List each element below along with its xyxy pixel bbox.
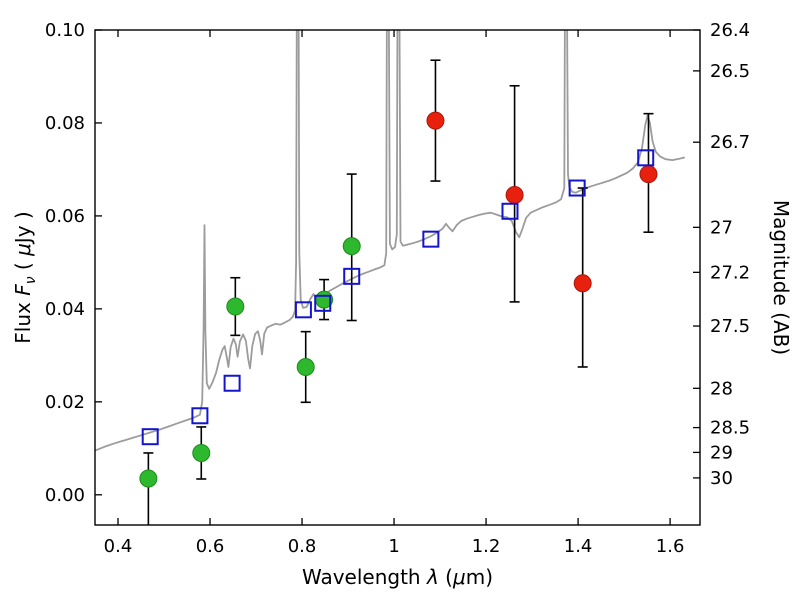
y-axis-tick-label-right: 27.2 xyxy=(710,262,750,283)
y-axis-tick-label-right: 26.4 xyxy=(710,20,750,41)
x-axis-tick-label: 1.6 xyxy=(656,536,685,557)
observed-photometry-infrared-point xyxy=(426,111,445,130)
observed-photometry-optical-point xyxy=(139,469,158,488)
y-axis-label-left: Flux Fν ( μJy ) xyxy=(11,211,39,343)
y-axis-tick-label-left: 0.08 xyxy=(45,113,85,134)
y-axis-tick-label-right: 30 xyxy=(710,468,733,489)
model-photometry-point xyxy=(223,374,241,392)
x-axis-tick-label: 0.6 xyxy=(196,536,225,557)
y-axis-tick-label-right: 27.5 xyxy=(710,316,750,337)
plot-border xyxy=(94,29,701,526)
model-spectrum-line xyxy=(95,30,686,452)
model-photometry-point xyxy=(637,149,655,167)
x-axis-label: Wavelength λ (μm) xyxy=(302,565,493,589)
observed-photometry-optical-point xyxy=(296,357,315,376)
observed-photometry-infrared-point xyxy=(639,165,658,184)
x-axis-tick-label: 0.8 xyxy=(288,536,317,557)
y-axis-tick-label-left: 0.06 xyxy=(45,206,85,227)
y-axis-tick-label-right: 27 xyxy=(710,217,733,238)
observed-photometry-infrared-point xyxy=(573,274,592,293)
y-axis-tick-label-right: 29 xyxy=(710,442,733,463)
y-axis-tick-label-left: 0.10 xyxy=(45,20,85,41)
model-photometry-point xyxy=(568,179,586,197)
model-photometry-point xyxy=(422,230,440,248)
plot-content xyxy=(95,30,686,525)
y-axis-tick-label-right: 26.5 xyxy=(710,61,750,82)
y-axis-label-right: Magnitude (AB) xyxy=(769,200,793,355)
y-axis-tick-label-left: 0.04 xyxy=(45,299,85,320)
observed-photometry-infrared-point xyxy=(505,186,524,204)
x-axis-tick-label: 1.2 xyxy=(472,536,501,557)
observed-photometry-optical-point xyxy=(192,443,211,462)
y-axis-tick-label-right: 26.7 xyxy=(710,132,750,153)
y-axis-tick-label-left: 0.02 xyxy=(45,392,85,413)
model-photometry-point xyxy=(314,294,332,312)
observed-photometry-optical-point xyxy=(342,237,361,256)
model-photometry-point xyxy=(343,267,361,285)
x-axis-tick-label: 1 xyxy=(388,536,399,557)
y-axis-tick-label-left: 0.00 xyxy=(45,485,85,506)
model-photometry-point xyxy=(294,301,312,319)
model-photometry-point xyxy=(501,202,519,220)
observed-photometry-optical-point xyxy=(226,297,245,316)
model-photometry-point xyxy=(141,428,159,446)
x-axis-tick-label: 0.4 xyxy=(104,536,133,557)
model-photometry-point xyxy=(191,407,209,425)
y-axis-tick-label-right: 28 xyxy=(710,378,733,399)
x-axis-tick-label: 1.4 xyxy=(564,536,593,557)
y-axis-tick-label-right: 28.5 xyxy=(710,418,750,439)
